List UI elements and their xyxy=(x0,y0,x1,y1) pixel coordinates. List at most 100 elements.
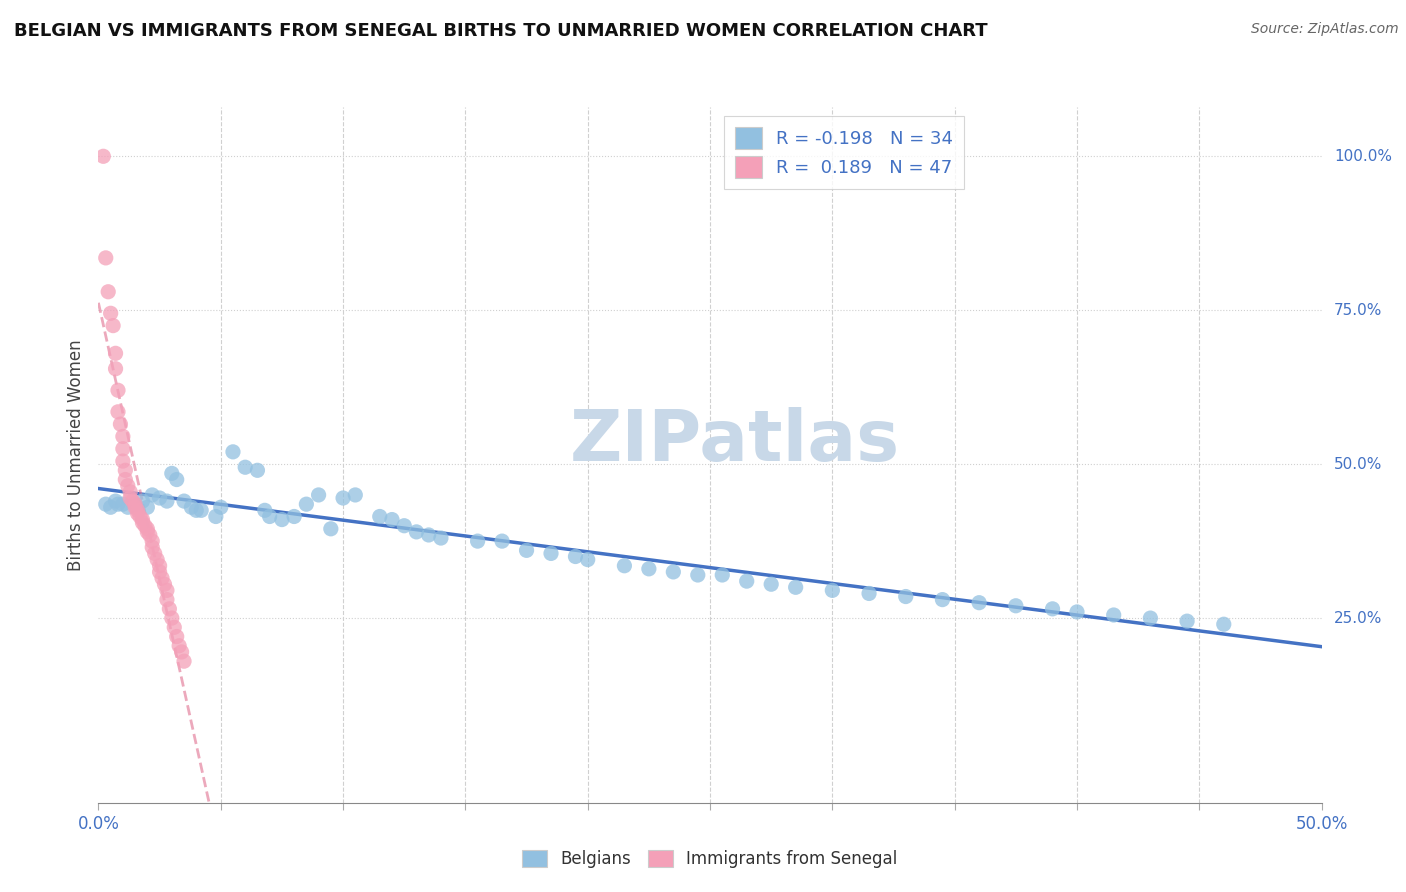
Point xyxy=(1175,614,1198,628)
Point xyxy=(173,654,195,668)
Point xyxy=(564,549,586,564)
Text: 75.0%: 75.0% xyxy=(1334,302,1382,318)
Point xyxy=(141,488,163,502)
Point xyxy=(253,503,276,517)
Y-axis label: Births to Unmarried Women: Births to Unmarried Women xyxy=(66,339,84,571)
Point xyxy=(821,583,844,598)
Point xyxy=(319,522,342,536)
Point xyxy=(150,571,173,585)
Point xyxy=(246,463,269,477)
Point xyxy=(97,285,120,299)
Point xyxy=(858,586,880,600)
Point xyxy=(131,494,153,508)
Point xyxy=(107,497,129,511)
Point xyxy=(131,512,153,526)
Point xyxy=(662,565,685,579)
Point xyxy=(166,630,188,644)
Point xyxy=(114,463,136,477)
Point xyxy=(100,500,122,515)
Point xyxy=(131,516,153,530)
Point xyxy=(1102,607,1125,622)
Point xyxy=(124,500,146,515)
Point xyxy=(121,494,143,508)
Point xyxy=(91,149,114,163)
Text: 50.0%: 50.0% xyxy=(1334,457,1382,472)
Point xyxy=(686,568,709,582)
Point xyxy=(124,497,146,511)
Point xyxy=(160,611,183,625)
Point xyxy=(114,473,136,487)
Point xyxy=(967,596,990,610)
Point xyxy=(894,590,917,604)
Point xyxy=(160,467,183,481)
Point xyxy=(637,562,661,576)
Point xyxy=(143,546,166,560)
Point xyxy=(259,509,281,524)
Point xyxy=(136,500,159,515)
Point xyxy=(104,361,127,376)
Point xyxy=(104,494,127,508)
Point xyxy=(129,509,152,524)
Point xyxy=(124,497,146,511)
Point xyxy=(117,500,139,515)
Point xyxy=(156,592,179,607)
Point xyxy=(430,531,453,545)
Point xyxy=(167,639,190,653)
Point xyxy=(134,518,156,533)
Point xyxy=(149,565,172,579)
Point xyxy=(94,497,117,511)
Point xyxy=(761,577,783,591)
Point xyxy=(186,503,208,517)
Point xyxy=(515,543,537,558)
Point xyxy=(1004,599,1026,613)
Point xyxy=(491,534,513,549)
Point xyxy=(295,497,318,511)
Point xyxy=(149,491,172,505)
Text: ZIPatlas: ZIPatlas xyxy=(569,407,900,475)
Point xyxy=(190,503,212,517)
Point xyxy=(120,484,142,499)
Point xyxy=(270,512,294,526)
Point xyxy=(540,546,562,560)
Point xyxy=(136,522,159,536)
Point xyxy=(405,524,427,539)
Point xyxy=(111,442,134,456)
Point xyxy=(141,534,163,549)
Point xyxy=(392,518,416,533)
Point xyxy=(101,318,124,333)
Point xyxy=(180,500,202,515)
Point xyxy=(332,491,354,505)
Point xyxy=(157,602,180,616)
Point xyxy=(104,346,127,360)
Point xyxy=(467,534,489,549)
Point xyxy=(785,580,807,594)
Point xyxy=(368,509,391,524)
Point xyxy=(117,479,139,493)
Point xyxy=(1042,602,1064,616)
Point xyxy=(107,405,129,419)
Point xyxy=(100,306,122,320)
Point xyxy=(1139,611,1161,625)
Point xyxy=(127,503,149,517)
Point xyxy=(136,524,159,539)
Point xyxy=(111,454,134,468)
Legend: Belgians, Immigrants from Senegal: Belgians, Immigrants from Senegal xyxy=(516,843,904,874)
Point xyxy=(613,558,636,573)
Point xyxy=(205,509,228,524)
Point xyxy=(931,592,953,607)
Point xyxy=(163,620,186,634)
Point xyxy=(107,384,129,398)
Point xyxy=(127,507,149,521)
Text: BELGIAN VS IMMIGRANTS FROM SENEGAL BIRTHS TO UNMARRIED WOMEN CORRELATION CHART: BELGIAN VS IMMIGRANTS FROM SENEGAL BIRTH… xyxy=(14,22,987,40)
Point xyxy=(156,583,179,598)
Point xyxy=(222,445,245,459)
Point xyxy=(173,494,195,508)
Point xyxy=(149,558,172,573)
Point xyxy=(1066,605,1088,619)
Point xyxy=(418,528,440,542)
Point xyxy=(283,509,305,524)
Point xyxy=(141,541,163,555)
Point xyxy=(1212,617,1234,632)
Point xyxy=(94,251,117,265)
Point xyxy=(308,488,330,502)
